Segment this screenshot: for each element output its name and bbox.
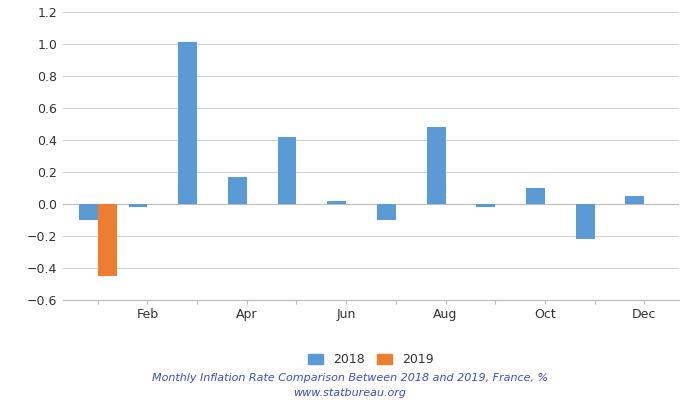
Bar [178,42,197,204]
Bar [328,201,346,204]
Bar [278,137,297,204]
Bar [575,204,594,239]
Bar [98,204,117,276]
Bar [129,204,148,207]
Bar [79,204,98,220]
Bar [476,204,495,207]
Bar [228,177,247,204]
Bar [426,127,445,204]
Bar [625,196,644,204]
Bar [377,204,395,220]
Text: www.statbureau.org: www.statbureau.org [293,388,407,398]
Text: Monthly Inflation Rate Comparison Between 2018 and 2019, France, %: Monthly Inflation Rate Comparison Betwee… [152,373,548,383]
Bar [526,188,545,204]
Legend: 2018, 2019: 2018, 2019 [304,350,438,370]
